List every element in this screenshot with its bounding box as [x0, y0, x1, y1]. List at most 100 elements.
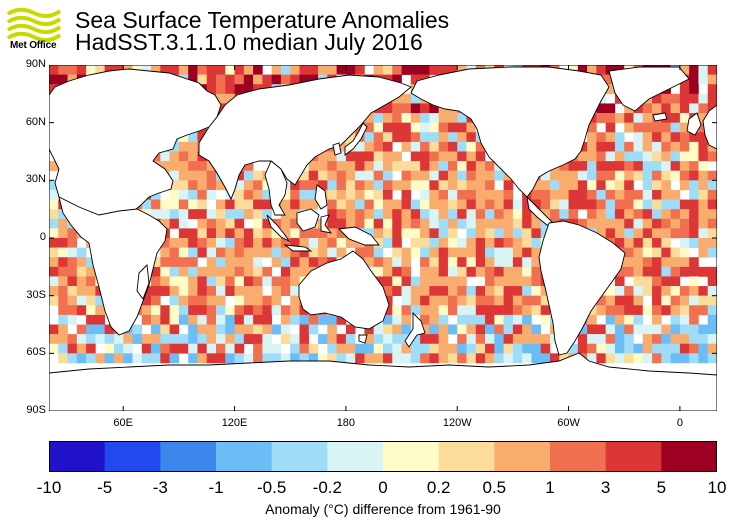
anomaly-cell: [151, 276, 161, 287]
anomaly-cell: [698, 266, 709, 277]
anomaly-cell: [707, 228, 717, 239]
anomaly-cell: [512, 305, 523, 316]
anomaly-cell: [438, 170, 449, 181]
colorbar-tick-label: -0.2: [312, 478, 342, 497]
anomaly-cell: [605, 113, 616, 123]
anomaly-cell: [188, 65, 198, 75]
anomaly-cell: [605, 334, 616, 345]
anomaly-cell: [178, 209, 189, 220]
anomaly-cell: [132, 334, 143, 345]
anomaly-cell: [401, 247, 412, 258]
anomaly-cell: [679, 305, 690, 316]
anomaly-cell: [188, 334, 198, 345]
anomaly-cell: [485, 266, 495, 277]
anomaly-cell: [58, 286, 68, 296]
met-office-swoosh-icon: [6, 7, 62, 42]
land-japan: [344, 122, 368, 156]
anomaly-cell: [188, 305, 198, 316]
anomaly-cell: [475, 228, 486, 239]
anomaly-cell: [392, 74, 402, 85]
anomaly-cell: [141, 353, 152, 364]
anomaly-cell: [670, 141, 681, 152]
colorbar-tick-label: 0.2: [426, 478, 451, 497]
anomaly-cell: [698, 170, 709, 181]
anomaly-cell: [206, 189, 217, 200]
anomaly-cell: [447, 305, 458, 316]
anomaly-cell: [197, 228, 208, 239]
anomaly-cell: [392, 228, 402, 239]
anomaly-cell: [392, 305, 402, 316]
anomaly-cell: [178, 276, 189, 287]
anomaly-cell: [698, 218, 709, 229]
anomaly-cell: [466, 228, 477, 239]
anomaly-cell: [410, 103, 421, 114]
anomaly-cell: [327, 209, 337, 220]
anomaly-cell: [401, 314, 412, 325]
anomaly-cell: [605, 151, 616, 162]
anomaly-cell: [299, 189, 310, 200]
anomaly-cell: [336, 209, 347, 220]
anomaly-cell: [652, 238, 662, 248]
anomaly-cell: [689, 93, 699, 104]
anomaly-cell: [633, 286, 644, 296]
anomaly-cell: [587, 161, 597, 172]
anomaly-cell: [457, 257, 467, 268]
anomaly-cell: [327, 180, 337, 191]
anomaly-cell: [308, 170, 319, 181]
colorbar-tick-label: 3: [600, 478, 611, 497]
anomaly-cell: [494, 286, 504, 296]
anomaly-cell: [559, 170, 569, 181]
anomaly-cell: [447, 180, 458, 191]
anomaly-cell: [438, 218, 449, 229]
anomaly-cell: [614, 314, 625, 325]
anomaly-cell: [596, 170, 606, 181]
anomaly-cell: [642, 218, 653, 229]
land-sulawesi: [320, 214, 333, 234]
anomaly-cell: [466, 257, 477, 268]
anomaly-cell: [447, 122, 458, 133]
anomaly-cell: [410, 209, 421, 220]
anomaly-cell: [614, 209, 625, 220]
anomaly-cell: [410, 218, 421, 229]
anomaly-cell: [494, 170, 504, 181]
anomaly-cell: [262, 247, 272, 258]
anomaly-cell: [401, 257, 412, 268]
anomaly-cell: [568, 180, 579, 191]
anomaly-cell: [76, 266, 87, 277]
anomaly-cell: [438, 65, 449, 75]
anomaly-cell: [652, 343, 662, 354]
anomaly-cell: [429, 180, 439, 191]
anomaly-cell: [624, 286, 634, 296]
anomaly-cell: [466, 132, 477, 143]
anomaly-cell: [86, 286, 96, 296]
anomaly-cell: [225, 65, 235, 75]
anomaly-cell: [522, 266, 532, 277]
anomaly-cell: [485, 334, 495, 345]
anomaly-cell: [280, 305, 291, 316]
anomaly-cell: [225, 247, 235, 258]
anomaly-cell: [438, 305, 449, 316]
anomaly-cell: [225, 286, 235, 296]
anomaly-cell: [410, 74, 421, 85]
anomaly-cell: [280, 189, 291, 200]
anomaly-cell: [383, 334, 393, 345]
anomaly-cell: [58, 295, 68, 306]
anomaly-cell: [698, 189, 709, 200]
anomaly-cell: [475, 247, 486, 258]
anomaly-cell: [457, 161, 467, 172]
anomaly-cell: [512, 343, 523, 354]
anomaly-cell: [503, 218, 514, 229]
anomaly-cell: [151, 295, 161, 306]
anomaly-cell: [197, 286, 208, 296]
anomaly-cell: [642, 238, 653, 248]
anomaly-cell: [401, 266, 412, 277]
anomaly-cell: [420, 151, 430, 162]
anomaly-cell: [652, 305, 662, 316]
anomaly-cell: [707, 314, 717, 325]
colorbar-caption: Anomaly (°C) difference from 1961-90: [265, 501, 501, 517]
anomaly-cell: [327, 218, 337, 229]
anomaly-cell: [169, 343, 180, 354]
anomaly-cell: [262, 189, 272, 200]
anomaly-cell: [216, 238, 226, 248]
anomaly-cell: [410, 238, 421, 248]
